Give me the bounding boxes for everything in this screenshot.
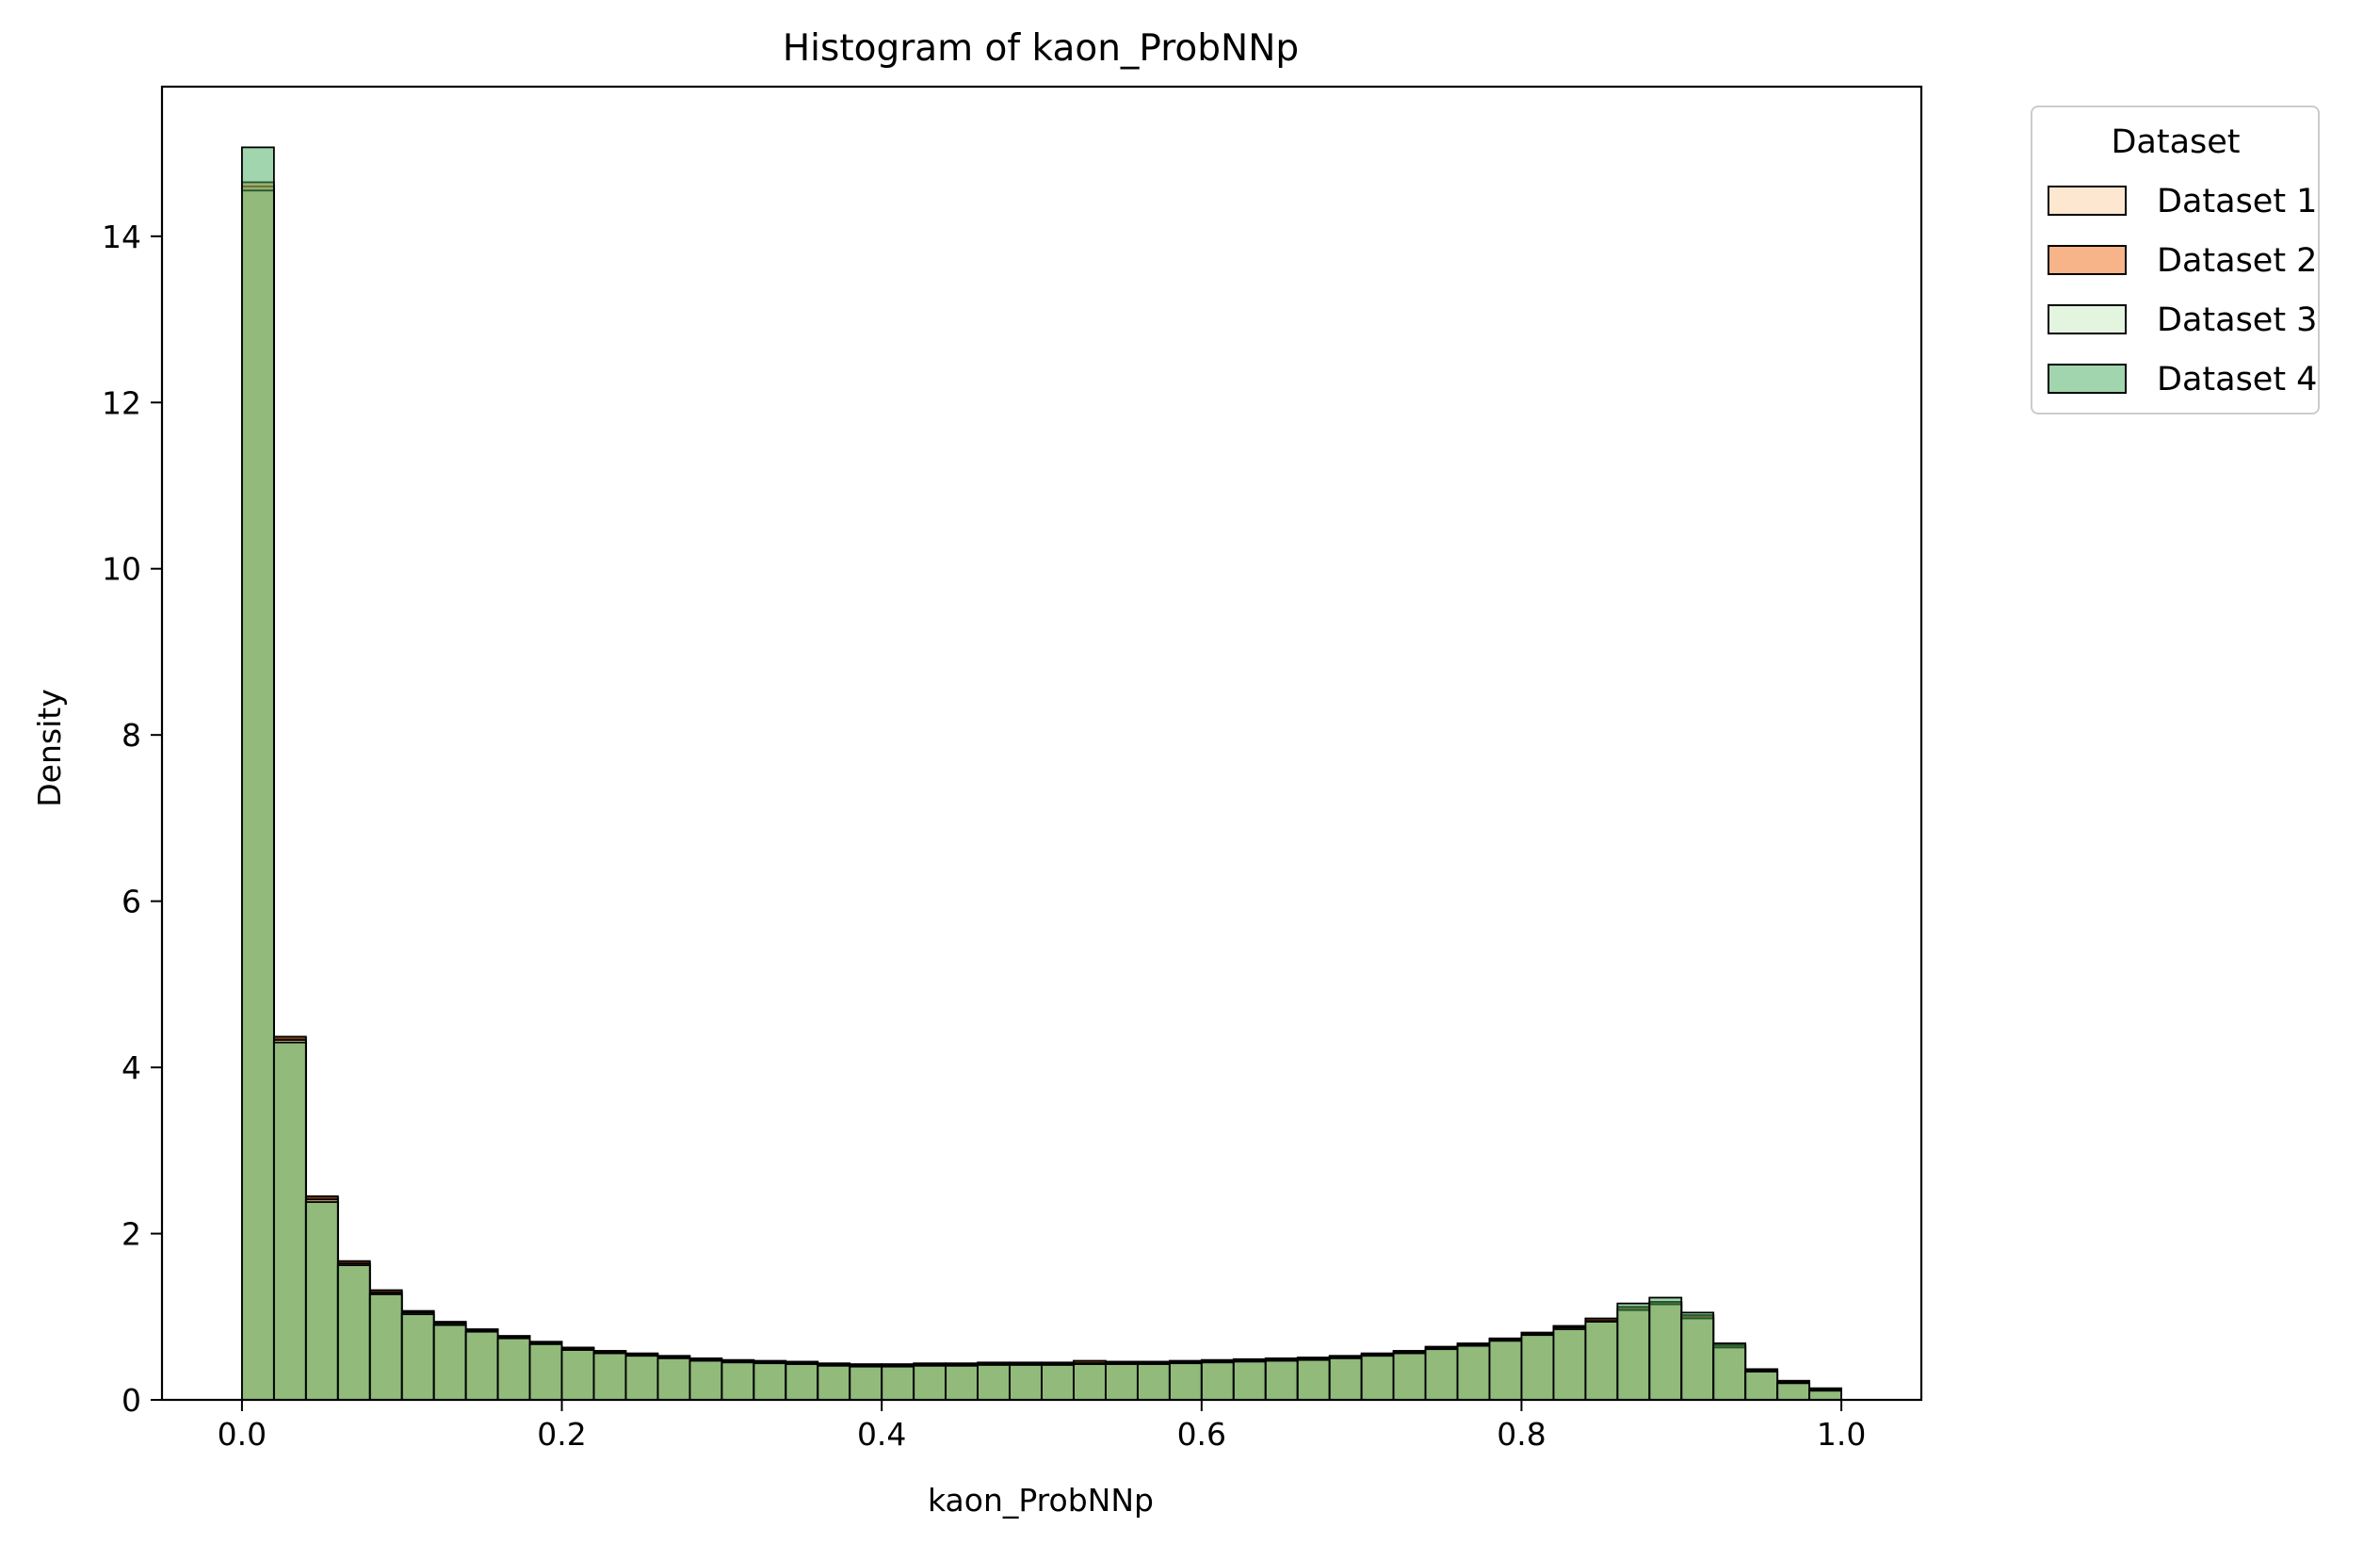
bar-s4-42: [1584, 1321, 1619, 1401]
x-tick-label-4: 0.8: [1497, 1416, 1546, 1453]
bar-s4-30: [1200, 1361, 1235, 1401]
legend-label-3: Dataset 3: [2157, 301, 2317, 339]
y-axis: 0 2 4 6 8 10 12 14: [102, 219, 162, 1419]
bar-s4-32: [1264, 1359, 1299, 1401]
bar-s4-9: [528, 1342, 563, 1401]
bar-s4-43: [1616, 1302, 1651, 1401]
legend-swatch-4: [2048, 364, 2127, 394]
x-tick-label-1: 0.2: [537, 1416, 586, 1453]
legend-label-4: Dataset 4: [2157, 361, 2317, 398]
legend-swatch-3: [2048, 304, 2127, 334]
bar-s4-19: [849, 1365, 883, 1401]
bar-s4-4: [368, 1293, 403, 1401]
bar-s4-20: [881, 1365, 915, 1401]
bar-s4-7: [464, 1330, 499, 1401]
y-tick-label-1: 2: [121, 1216, 141, 1253]
legend-frame: [2031, 106, 2320, 414]
bar-s4-17: [785, 1363, 819, 1401]
bar-s4-3: [336, 1264, 371, 1401]
y-tick-label-5: 10: [102, 551, 141, 588]
bar-s4-2: [304, 1201, 339, 1401]
bar-s4-25: [1041, 1364, 1075, 1401]
bar-s4-28: [1136, 1363, 1171, 1401]
bar-s4-15: [720, 1361, 755, 1401]
bar-s4-16: [753, 1362, 787, 1401]
bar-s4-41: [1552, 1328, 1587, 1401]
bar-s4-48: [1776, 1382, 1811, 1401]
bar-s4-39: [1488, 1340, 1523, 1401]
y-axis-label: Density: [31, 689, 68, 806]
y-tick-label-3: 6: [121, 884, 141, 920]
bar-s4-11: [592, 1352, 627, 1401]
bar-s4-33: [1296, 1358, 1331, 1401]
legend-swatch-1: [2048, 186, 2127, 216]
y-tick-label-6: 12: [102, 384, 141, 421]
bar-s4-12: [624, 1355, 659, 1401]
plot-area-frame: [160, 85, 1923, 1402]
x-tick-label-3: 0.6: [1177, 1416, 1226, 1453]
bar-s4-27: [1105, 1363, 1139, 1401]
legend-title: Dataset: [2111, 123, 2240, 161]
bar-s4-40: [1520, 1334, 1555, 1401]
bar-s4-26: [1073, 1363, 1107, 1401]
bar-s4-14: [688, 1359, 723, 1401]
bar-s4-10: [560, 1349, 595, 1401]
bar-s4-18: [817, 1364, 851, 1401]
bar-s4-37: [1424, 1348, 1459, 1401]
series-4-bars: [241, 146, 1842, 1401]
x-tick-label-2: 0.4: [857, 1416, 906, 1453]
x-tick-label-0: 0.0: [218, 1416, 267, 1453]
bar-s4-1: [272, 1041, 307, 1401]
bar-s4-0: [241, 146, 275, 1401]
bar-s4-13: [656, 1357, 691, 1401]
bar-s4-24: [1009, 1364, 1043, 1401]
bar-s4-6: [432, 1324, 467, 1401]
bar-s4-22: [945, 1364, 979, 1401]
bar-s4-5: [400, 1313, 435, 1401]
y-tick-label-7: 14: [102, 219, 141, 255]
x-tick-label-5: 1.0: [1817, 1416, 1866, 1453]
bar-s4-29: [1168, 1362, 1203, 1401]
bar-s4-34: [1328, 1357, 1363, 1401]
legend-label-2: Dataset 2: [2157, 242, 2317, 280]
legend-label-1: Dataset 1: [2157, 183, 2317, 220]
x-axis-label: kaon_ProbNNp: [928, 1482, 1154, 1519]
bar-s4-23: [977, 1364, 1011, 1401]
y-tick-label-0: 0: [121, 1382, 141, 1419]
legend-items: Dataset 1 Dataset 2 Dataset 3 Dataset 4: [2048, 183, 2317, 398]
x-axis: 0.0 0.2 0.4 0.6 0.8 1.0: [218, 1400, 1866, 1453]
bar-s4-47: [1744, 1371, 1779, 1401]
y-tick-label-2: 4: [121, 1049, 141, 1086]
bar-s4-31: [1232, 1360, 1267, 1401]
bar-s4-35: [1360, 1355, 1395, 1401]
bar-s4-46: [1712, 1342, 1747, 1401]
legend-swatch-2: [2048, 245, 2127, 275]
bar-s4-38: [1456, 1344, 1491, 1401]
bar-s4-21: [913, 1364, 947, 1401]
chart-title: Histogram of kaon_ProbNNp: [783, 27, 1299, 70]
bar-s4-8: [496, 1337, 531, 1401]
y-tick-label-4: 8: [121, 717, 141, 754]
bar-s4-36: [1392, 1352, 1427, 1401]
bar-s4-45: [1680, 1311, 1715, 1401]
bars-layer: [241, 146, 1842, 1401]
bar-s4-49: [1808, 1390, 1842, 1401]
bar-s4-44: [1648, 1296, 1683, 1401]
